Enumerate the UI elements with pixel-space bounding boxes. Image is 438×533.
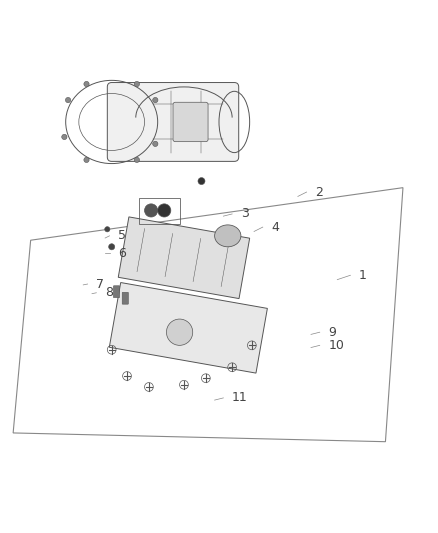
Text: 1: 1: [359, 269, 367, 282]
Circle shape: [84, 82, 89, 87]
FancyBboxPatch shape: [113, 286, 120, 297]
Circle shape: [153, 98, 158, 103]
Text: 9: 9: [328, 326, 336, 338]
Circle shape: [153, 141, 158, 147]
Polygon shape: [118, 217, 250, 298]
FancyBboxPatch shape: [122, 292, 128, 304]
Text: 10: 10: [328, 339, 344, 352]
Circle shape: [166, 319, 193, 345]
Text: 3: 3: [241, 207, 249, 221]
Circle shape: [65, 98, 71, 103]
Polygon shape: [110, 282, 267, 373]
Text: 5: 5: [118, 229, 126, 243]
Text: 7: 7: [96, 278, 104, 290]
FancyBboxPatch shape: [107, 83, 239, 161]
Circle shape: [109, 244, 115, 250]
Text: 4: 4: [272, 221, 279, 233]
Circle shape: [134, 157, 139, 163]
Circle shape: [198, 177, 205, 184]
Circle shape: [158, 204, 171, 217]
Circle shape: [145, 204, 158, 217]
Text: 11: 11: [232, 391, 248, 405]
Text: 8: 8: [105, 286, 113, 300]
Circle shape: [134, 82, 139, 87]
Text: 2: 2: [315, 185, 323, 198]
Ellipse shape: [215, 225, 241, 247]
Circle shape: [62, 134, 67, 140]
Circle shape: [105, 227, 110, 232]
Text: 6: 6: [118, 247, 126, 260]
FancyBboxPatch shape: [173, 102, 208, 142]
Circle shape: [84, 157, 89, 163]
